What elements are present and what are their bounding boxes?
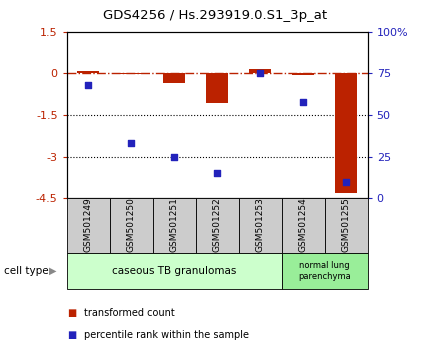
Bar [292,74,314,75]
Text: ■: ■ [67,330,76,339]
Point [300,99,307,104]
Bar [282,253,368,289]
Point [214,171,221,176]
Point [343,179,350,184]
Text: percentile rank within the sample: percentile rank within the sample [84,330,249,339]
Text: ■: ■ [67,308,76,318]
Bar [325,198,368,253]
Bar [196,198,239,253]
Bar [67,253,282,289]
Text: GDS4256 / Hs.293919.0.S1_3p_at: GDS4256 / Hs.293919.0.S1_3p_at [103,9,327,22]
Text: transformed count: transformed count [84,308,175,318]
Bar [163,74,185,83]
Bar [249,69,271,74]
Point [85,82,92,88]
Text: normal lung
parenchyma: normal lung parenchyma [298,261,351,280]
Bar [67,198,110,253]
Text: GSM501255: GSM501255 [342,197,350,252]
Point [128,141,135,146]
Point [257,71,264,76]
Bar [335,74,357,193]
Text: GSM501254: GSM501254 [299,197,307,252]
Text: GSM501253: GSM501253 [256,197,264,252]
Bar [282,198,325,253]
Point [171,154,178,159]
Bar [239,198,282,253]
Bar [110,198,153,253]
Text: caseous TB granulomas: caseous TB granulomas [112,266,236,276]
Text: GSM501252: GSM501252 [213,197,221,252]
Text: ▶: ▶ [49,266,57,276]
Text: cell type: cell type [4,266,49,276]
Bar [206,74,228,103]
Text: GSM501249: GSM501249 [84,197,92,252]
Text: GSM501250: GSM501250 [127,197,135,252]
Bar [77,71,99,74]
Text: GSM501251: GSM501251 [170,197,178,252]
Bar [153,198,196,253]
